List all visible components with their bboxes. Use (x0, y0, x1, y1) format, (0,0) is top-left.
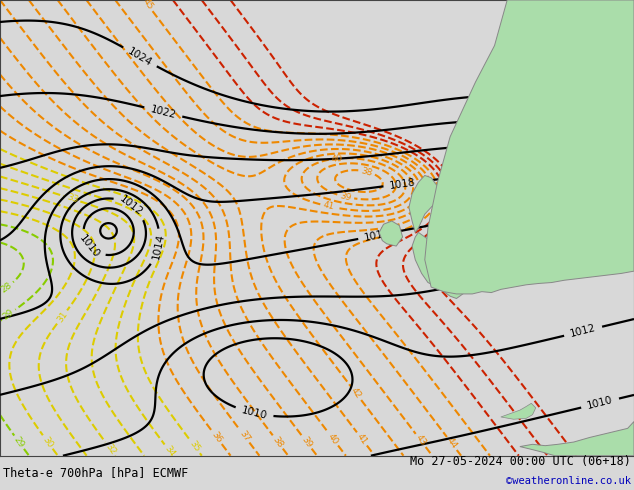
Text: 1016: 1016 (363, 228, 391, 243)
Text: ©weatheronline.co.uk: ©weatheronline.co.uk (506, 476, 631, 486)
Text: 39: 39 (339, 191, 353, 202)
Text: 45: 45 (141, 0, 155, 12)
Text: 1010: 1010 (240, 405, 268, 421)
Text: 32: 32 (103, 441, 117, 456)
Polygon shape (520, 421, 634, 456)
Text: 44: 44 (445, 436, 459, 451)
Text: 36: 36 (210, 430, 224, 445)
Text: 1022: 1022 (149, 104, 178, 120)
Polygon shape (501, 403, 536, 419)
Text: 1014: 1014 (503, 265, 531, 280)
Text: Theta-e 700hPa [hPa] ECMWF: Theta-e 700hPa [hPa] ECMWF (3, 466, 188, 479)
Text: 1010: 1010 (77, 233, 101, 259)
Text: 33: 33 (65, 193, 79, 205)
Text: 29: 29 (1, 308, 16, 321)
Text: 39: 39 (300, 435, 314, 449)
Polygon shape (379, 221, 403, 246)
Text: 28: 28 (0, 280, 13, 294)
Text: 1014: 1014 (151, 233, 165, 261)
Text: 34: 34 (162, 444, 176, 458)
Text: 37: 37 (237, 429, 251, 443)
Text: 30: 30 (41, 435, 55, 449)
Text: 1010: 1010 (586, 395, 614, 411)
Text: 38: 38 (271, 435, 285, 449)
Text: 31: 31 (55, 310, 69, 324)
Text: 38: 38 (360, 166, 373, 177)
Text: 1012: 1012 (118, 194, 145, 218)
Text: 1020: 1020 (487, 139, 514, 150)
Text: 43: 43 (414, 433, 428, 448)
Text: 41: 41 (322, 200, 335, 212)
Polygon shape (412, 232, 479, 298)
Text: 1018: 1018 (389, 177, 417, 191)
Text: 29: 29 (12, 435, 26, 449)
Text: 1024: 1024 (126, 46, 154, 68)
Text: 40: 40 (331, 153, 343, 164)
Polygon shape (409, 175, 441, 232)
Text: 41: 41 (355, 432, 369, 446)
Text: 1012: 1012 (569, 323, 597, 340)
Text: 35: 35 (188, 439, 202, 454)
Polygon shape (425, 0, 634, 294)
Text: 40: 40 (326, 432, 340, 446)
Text: Mo 27-05-2024 00:00 UTC (06+18): Mo 27-05-2024 00:00 UTC (06+18) (410, 455, 631, 468)
Text: 42: 42 (349, 386, 363, 401)
